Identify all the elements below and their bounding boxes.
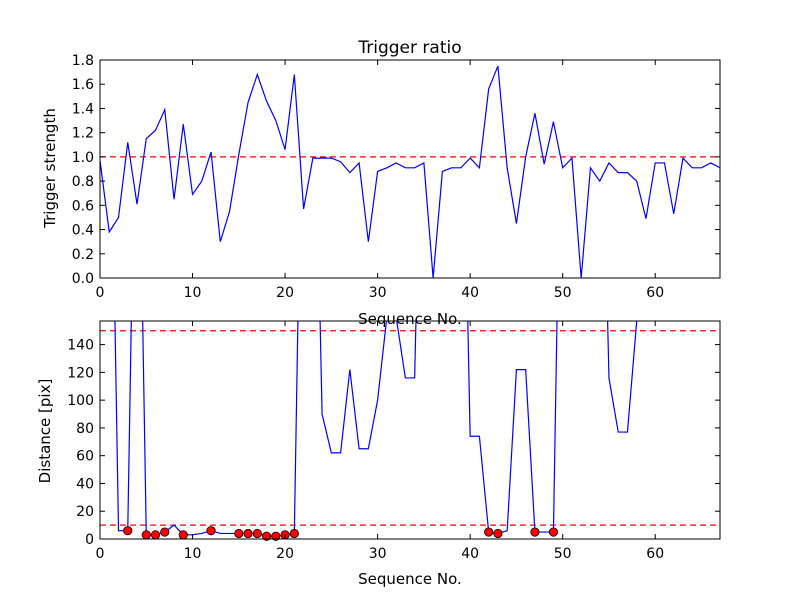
plot-area [99,59,721,279]
x-tick-label: 20 [276,285,294,301]
x-tick-label: 0 [96,285,105,301]
data-point-marker [484,527,494,537]
y-tick-label: 1.0 [72,150,94,166]
x-tick-label: 50 [554,546,572,562]
data-point-marker [123,526,133,536]
chart-title: Trigger ratio [357,38,461,58]
y-tick-label: 80 [76,421,94,437]
x-axis-title: Sequence No. [358,310,462,328]
data-point-marker [206,526,216,536]
x-tick-label: 60 [646,546,664,562]
plot-frame [99,59,721,279]
x-tick-label: 30 [369,285,387,301]
plot-area [99,320,721,541]
y-tick-label: 0.2 [72,247,94,263]
x-axis-title: Sequence No. [358,570,462,588]
x-tick-label: 30 [369,546,387,562]
y-tick-label: 1.8 [72,53,94,69]
data-point-marker [243,528,253,539]
trigger-ratio-chart: Trigger ratio 0 10 20 30 40 50 600.00.20.40.60… [41,38,721,328]
series-line [100,65,720,278]
y-tick-label: 0.6 [72,198,94,214]
y-tick-label: 1.2 [72,126,94,142]
data-point-marker [252,528,262,539]
data-point-marker [530,527,540,537]
data-point-marker [493,528,503,539]
x-tick-label: 40 [461,546,479,562]
axis-ticks: 0 10 20 30 40 50 60 0.0 0.2 0.4 0.6 0.8 1.0 1.2 1.4 1.6… [72,53,720,301]
data-point-marker [234,528,244,539]
y-tick-label: 0.0 [72,271,94,287]
x-tick-label: 60 [646,285,664,301]
y-tick-label: 140 [67,338,94,354]
axis-ticks: 0 10 20 30 40 50 60 0 20 40 60 80 100 120 140 [67,321,720,562]
x-tick-label: 40 [461,285,479,301]
data-point-marker [548,527,559,537]
y-tick-label: 60 [76,449,94,465]
x-tick-label: 20 [276,546,294,562]
y-tick-label: 0.8 [72,174,94,190]
y-tick-label: 1.4 [72,101,94,117]
distance-chart: 0 10 20 30 40 50 60 0 20 40 60 80 100 120 140 Sequence… [36,320,721,588]
y-axis-title: Trigger strength [41,108,59,229]
data-point-marker [141,530,151,540]
y-tick-label: 120 [67,365,94,381]
data-point-marker [150,530,161,540]
y-tick-label: 1.6 [72,77,94,93]
x-tick-label: 50 [554,285,572,301]
y-tick-label: 0 [85,532,94,548]
x-tick-label: 0 [96,546,105,562]
y-tick-label: 20 [76,504,94,520]
x-tick-label: 10 [184,546,202,562]
x-tick-label: 10 [184,285,202,301]
data-point-marker [289,528,299,539]
y-tick-label: 100 [67,393,94,409]
series-line [114,321,638,537]
data-point-marker [271,531,281,541]
plot-frame [99,320,721,540]
data-point-marker [178,530,188,540]
y-tick-label: 0.4 [72,223,94,239]
y-axis-title: Distance [pix] [36,379,54,484]
data-point-marker [160,527,170,537]
y-tick-label: 40 [76,476,94,492]
data-point-marker [261,531,272,541]
